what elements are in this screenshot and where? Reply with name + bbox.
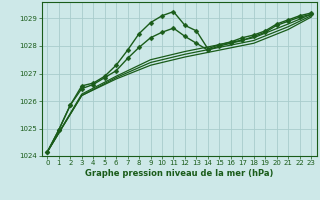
- X-axis label: Graphe pression niveau de la mer (hPa): Graphe pression niveau de la mer (hPa): [85, 169, 273, 178]
